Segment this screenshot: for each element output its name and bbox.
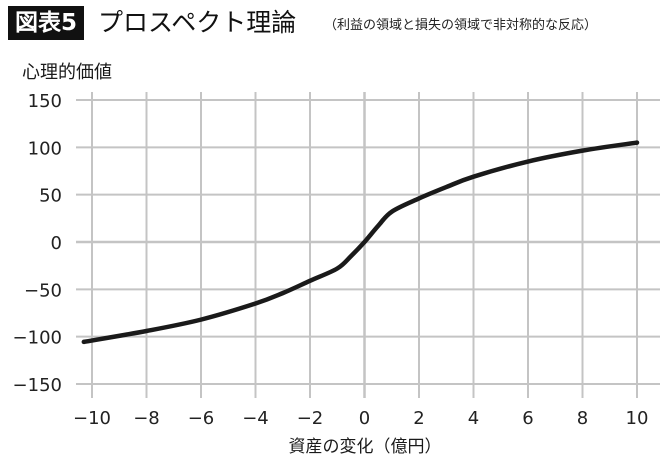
x-tick-label: −4 <box>242 408 269 429</box>
y-tick-label: 150 <box>28 91 62 112</box>
x-tick-label: −10 <box>73 408 111 429</box>
x-axis-label: 資産の変化（億円） <box>288 437 442 457</box>
y-tick-label: −50 <box>24 280 62 301</box>
figure-badge: 図表5 <box>8 6 85 40</box>
x-tick-label: −6 <box>188 408 215 429</box>
x-tick-label: 0 <box>359 408 370 429</box>
x-tick-label: 10 <box>626 408 649 429</box>
y-axis-label: 心理的価値 <box>22 62 112 83</box>
chart-subtitle: （利益の領域と損失の領域で非対称的な反応） <box>324 18 598 33</box>
value-function-line <box>81 140 640 345</box>
y-tick-label: 0 <box>51 233 62 254</box>
x-tick-label: 4 <box>468 408 479 429</box>
chart-title: プロスペクト理論 <box>98 8 297 37</box>
x-tick-label: −8 <box>133 408 160 429</box>
x-tick-label: 6 <box>522 408 533 429</box>
y-tick-label: 100 <box>28 138 62 159</box>
y-tick-label: 50 <box>39 186 62 207</box>
x-tick-label: 8 <box>577 408 588 429</box>
x-tick-label: −2 <box>297 408 324 429</box>
y-tick-label: −150 <box>13 375 62 396</box>
x-tick-label: 2 <box>413 408 424 429</box>
y-tick-label: −100 <box>13 328 62 349</box>
